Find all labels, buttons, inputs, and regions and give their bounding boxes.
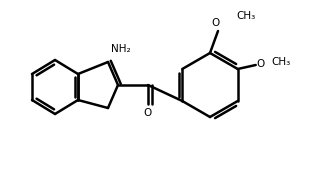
Text: NH₂: NH₂ — [111, 44, 131, 54]
Text: O: O — [212, 18, 220, 28]
Text: CH₃: CH₃ — [236, 11, 255, 21]
Text: O: O — [144, 108, 152, 118]
Text: CH₃: CH₃ — [272, 57, 291, 67]
Text: O: O — [257, 59, 265, 69]
